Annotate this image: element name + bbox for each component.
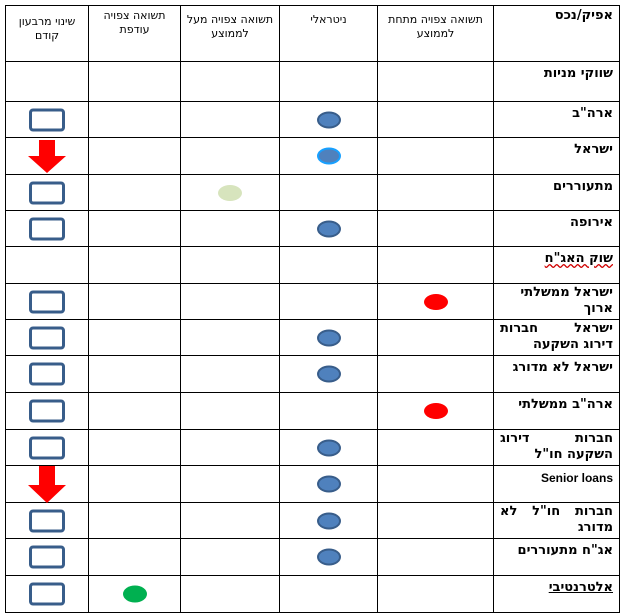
- row-emerging: מתעוררים: [5, 174, 620, 211]
- row-label: ישראל לא מדורג: [493, 355, 620, 393]
- row-il-gov-long: ישראל ממשלתי ארוך: [5, 283, 620, 320]
- row-label: חברות חו"ל לא מדורג: [493, 502, 620, 539]
- neutral-marker: [316, 548, 341, 566]
- row-label: חברות דירוג השקעה חו"ל: [493, 429, 620, 466]
- header-excess: תשואה צפויה עודפת: [88, 5, 181, 62]
- row-us-gov: ארה"ב ממשלתי: [5, 392, 620, 430]
- neutral-marker: [316, 365, 341, 383]
- row-usa: ארה"ב: [5, 101, 620, 138]
- above-avg-marker: [218, 184, 242, 201]
- row-label: ישראל: [493, 137, 620, 175]
- neutral-marker: [316, 512, 341, 529]
- row-il-ig: ישראל חברות דירוג השקעה: [5, 319, 620, 356]
- row-global-unrated: חברות חו"ל לא מדורג: [5, 502, 620, 539]
- row-label: ישראל חברות דירוג השקעה: [493, 319, 620, 356]
- row-global-ig: חברות דירוג השקעה חו"ל: [5, 429, 620, 466]
- row-alternative: אלטרנטיבי: [5, 575, 620, 613]
- header-asset: אפיק/נכס: [493, 5, 620, 62]
- row-label: אירופה: [493, 210, 620, 247]
- row-il-unrated: ישראל לא מדורג: [5, 355, 620, 393]
- down-arrow-icon: [28, 466, 66, 503]
- unchanged-box-icon: [29, 362, 65, 386]
- neutral-marker: [316, 111, 341, 128]
- neutral-marker: [316, 439, 341, 456]
- neutral-marker: [316, 147, 341, 165]
- row-europe: אירופה: [5, 210, 620, 247]
- excess-marker: [122, 585, 147, 603]
- header-below-avg: תשואה צפויה מתחת לממוצע: [377, 5, 494, 62]
- neutral-marker: [316, 475, 341, 493]
- row-label: ישראל ממשלתי ארוך: [493, 283, 620, 320]
- row-label: ארה"ב ממשלתי: [493, 392, 620, 430]
- unchanged-box-icon: [29, 399, 65, 423]
- row-senior-loans: Senior loans: [5, 465, 620, 503]
- section-label-equity: שווקי מניות: [493, 61, 620, 102]
- row-israel: ישראל: [5, 137, 620, 175]
- row-label: ארה"ב: [493, 101, 620, 138]
- section-row-bonds: שוק האג"ח: [5, 246, 620, 284]
- unchanged-box-icon: [29, 217, 65, 240]
- allocation-table: אפיק/נכס תשואה צפויה מתחת לממוצע ניטראלי…: [5, 5, 620, 613]
- section-label-bonds: שוק האג"ח: [493, 246, 620, 284]
- section-row-equity: שווקי מניות: [5, 61, 620, 102]
- row-label: Senior loans: [493, 465, 620, 503]
- unchanged-box-icon: [29, 326, 65, 349]
- unchanged-box-icon: [29, 290, 65, 313]
- header-neutral: ניטראלי: [279, 5, 378, 62]
- row-em-bonds: אג"ח מתעוררים: [5, 538, 620, 576]
- unchanged-box-icon: [29, 436, 65, 459]
- unchanged-box-icon: [29, 545, 65, 569]
- neutral-marker: [316, 220, 341, 237]
- header-above-avg: תשואה צפויה מעל לממוצע: [180, 5, 280, 62]
- below-avg-marker: [423, 293, 448, 310]
- below-avg-marker: [423, 403, 448, 419]
- unchanged-box-icon: [29, 108, 65, 131]
- down-arrow-icon: [28, 140, 66, 173]
- header-row: אפיק/נכס תשואה צפויה מתחת לממוצע ניטראלי…: [5, 5, 620, 62]
- row-label: אג"ח מתעוררים: [493, 538, 620, 576]
- unchanged-box-icon: [29, 509, 65, 532]
- unchanged-box-icon: [29, 582, 65, 606]
- unchanged-box-icon: [29, 181, 65, 204]
- section-label-alternative: אלטרנטיבי: [493, 575, 620, 613]
- neutral-marker: [316, 329, 341, 346]
- header-change: שינוי מרבעון קודם: [5, 5, 89, 62]
- row-label: מתעוררים: [493, 174, 620, 211]
